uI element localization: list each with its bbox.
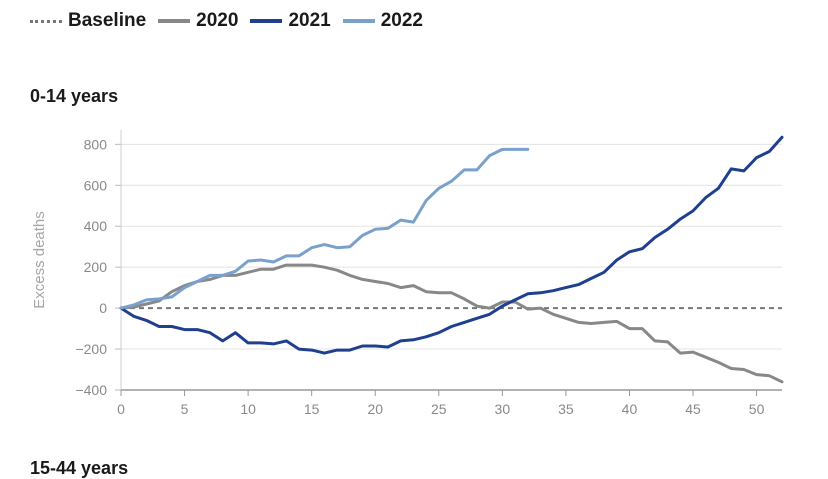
y-tick-label: 200 (84, 259, 108, 275)
legend-item-2020[interactable]: 2020 (158, 10, 238, 32)
tick-labels: −400 −200 0 200 400 600 800 0 5 10 15 20 25 30 35 40 45 5… (31, 136, 765, 417)
chart-title: 0-14 years (30, 86, 119, 106)
x-tick-label: 5 (181, 401, 189, 417)
y-tick-label: −400 (75, 382, 107, 398)
next-section-title: 15-44 years (30, 458, 129, 478)
axes (115, 130, 782, 396)
legend-item-2021[interactable]: 2021 (250, 10, 331, 32)
legend-label: 2022 (380, 10, 423, 31)
series-line-2021 (119, 135, 784, 355)
x-tick-label: 10 (240, 401, 256, 417)
x-tick-label: 35 (558, 401, 574, 417)
legend-swatch-2022 (342, 19, 375, 23)
legend-swatch-baseline (30, 19, 62, 23)
x-tick-label: 25 (431, 401, 447, 417)
x-tick-label: 30 (495, 401, 511, 417)
y-tick-label: −200 (75, 341, 107, 357)
legend-swatch-2020 (158, 19, 191, 23)
series-line-2022 (119, 147, 530, 310)
x-tick-label: 0 (117, 401, 125, 417)
legend-item-baseline[interactable]: Baseline (30, 10, 146, 32)
y-tick-label: 0 (99, 300, 107, 316)
excess-deaths-chart: −400 −200 0 200 400 600 800 0 5 10 15 20 25 30 35 40 45 5… (31, 130, 784, 417)
legend-swatch-2021 (250, 19, 283, 23)
x-tick-label: 20 (367, 401, 383, 417)
series-lines (119, 135, 784, 384)
x-tick-label: 50 (749, 401, 765, 417)
legend-label: 2021 (288, 10, 331, 31)
legend-item-2022[interactable]: 2022 (342, 10, 423, 32)
chart-legend: Baseline 2020 2021 2022 (30, 10, 435, 32)
legend-label: Baseline (68, 10, 147, 31)
x-tick-label: 15 (304, 401, 320, 417)
series-line-2020 (119, 263, 784, 384)
y-axis-title: Excess deaths (31, 211, 48, 309)
legend-label: 2020 (196, 10, 239, 31)
y-tick-label: 800 (84, 136, 108, 152)
x-tick-label: 45 (685, 401, 701, 417)
x-tick-label: 40 (622, 401, 638, 417)
y-tick-label: 400 (84, 218, 108, 234)
y-tick-label: 600 (84, 177, 108, 193)
